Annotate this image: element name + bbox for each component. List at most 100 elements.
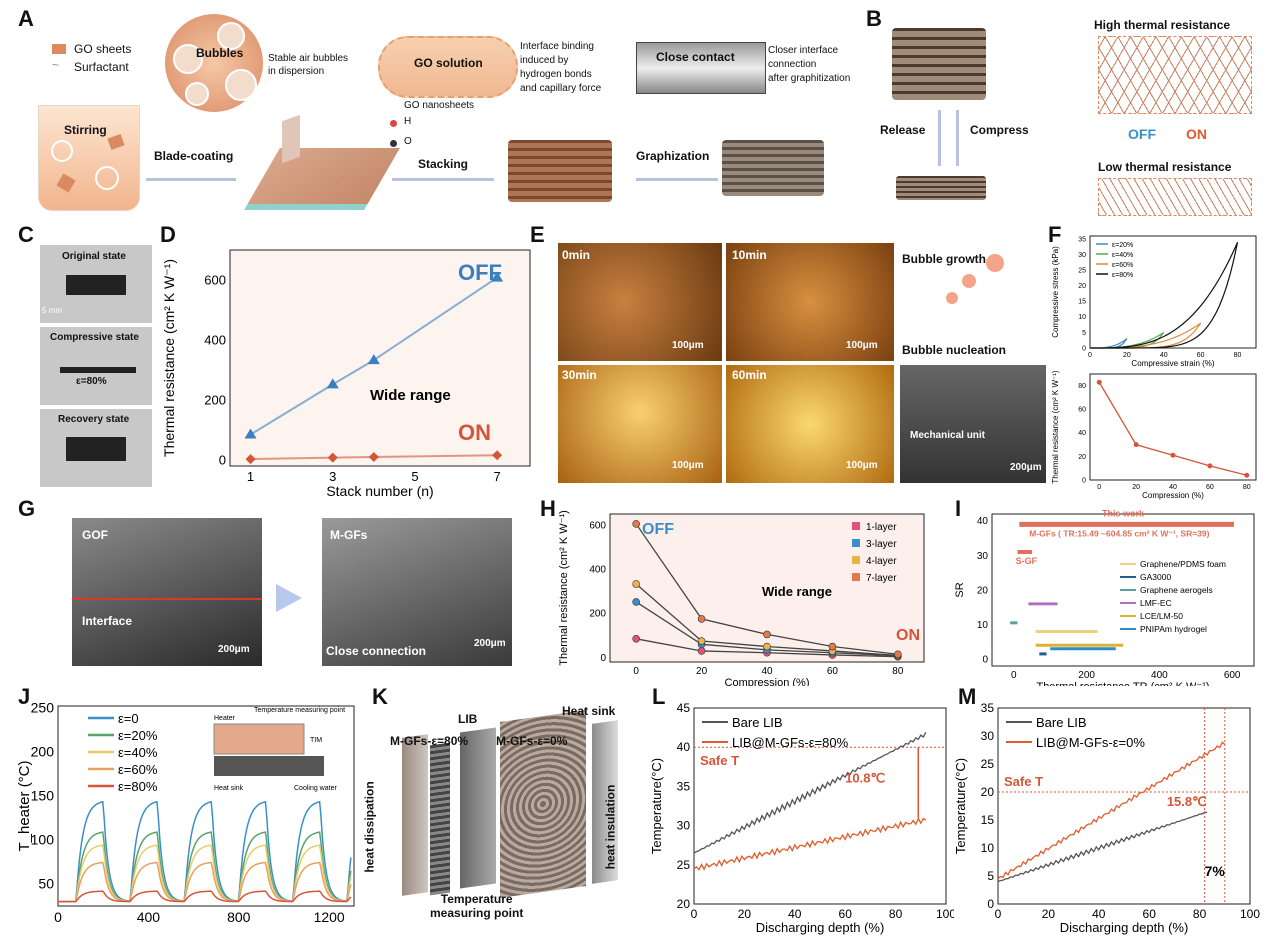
y-tick-label: 80 [1078, 383, 1086, 390]
data-point-7-layer [697, 615, 706, 623]
x-tick-label: 40 [1092, 907, 1106, 921]
y-tick-label: 0 [600, 653, 606, 664]
inset-heater-label: Heater [214, 715, 236, 722]
coated-lib-curve [997, 741, 1226, 880]
x-tick-label: 40 [788, 907, 802, 921]
scale-mgfs: 200μm [474, 638, 506, 649]
panel-letter-a: A [18, 6, 34, 31]
coated-lib-curve [693, 817, 927, 871]
plot-frame [1089, 235, 1257, 349]
low-resistance-network [1098, 178, 1252, 216]
x-axis-label: Compressive strain (%) [1131, 359, 1214, 368]
coated-film [244, 148, 400, 210]
closer-interface-text: Closer interface connection after graphi… [768, 45, 851, 84]
resistance-line [1098, 381, 1247, 476]
data-point-off [367, 354, 380, 365]
inset-temp-point-label: Temperature measuring point [254, 707, 345, 714]
y-tick-label: 25 [1078, 268, 1086, 275]
legend-go-sheets: GO sheets [74, 42, 132, 56]
mgfs-label: M-GFs [330, 528, 368, 542]
data-point-4-layer [697, 637, 706, 645]
scale-60min: 100μm [846, 460, 878, 471]
x-tick-label: 0 [1088, 352, 1092, 359]
percent-label: 7% [1205, 863, 1226, 879]
legend-entry: Bare LIB [732, 715, 783, 730]
original-state-label: Original state [62, 251, 126, 262]
time-10min: 10min [732, 248, 767, 262]
x-tick-label: 0 [54, 909, 62, 925]
panel-letter-c: C [18, 222, 34, 247]
off-annotation: OFF [642, 521, 674, 538]
o-label: O [404, 136, 412, 147]
y-tick-label: 30 [981, 729, 995, 743]
panel-letter-e: E [530, 222, 545, 247]
on-label: ON [1186, 126, 1207, 142]
legend-entry: LIB@M-GFs-ε=0% [1036, 735, 1145, 750]
series-label-off: OFF [458, 260, 502, 285]
chart-j: 0 400 800 1200 50 100 150 200 250 T_heater (°C) ε=… [16, 699, 355, 925]
x-tick-label: 400 [1151, 670, 1168, 681]
y-tick-label: 0 [1082, 345, 1086, 352]
x-axis-label: Discharging depth (%) [756, 920, 885, 935]
x-tick-label: 0 [995, 907, 1002, 921]
x-tick-label: 100 [1240, 907, 1260, 921]
scale-30min: 100μm [672, 460, 704, 471]
series-line-off [250, 276, 498, 436]
y-tick-label: 25 [677, 858, 691, 872]
x-tick-label: 80 [889, 907, 903, 921]
legend-entry: 1-layer [866, 522, 897, 533]
released-foam [892, 28, 986, 100]
panel-letter-f: F [1048, 222, 1062, 247]
photo-original [40, 245, 152, 323]
h-dot [390, 120, 397, 127]
plot-frame [991, 513, 1255, 667]
y-tick-label: 400 [589, 565, 606, 576]
legend-entry: Graphene/PDMS foam [1140, 559, 1226, 569]
compressed-foam [896, 176, 986, 200]
plot-frame [997, 707, 1251, 905]
sem-mechanical-unit [900, 365, 1046, 483]
y-axis-label: Thermal resistance (cm² K W⁻¹) [1051, 370, 1060, 483]
plot-frame [693, 707, 947, 905]
arrow-compress [956, 110, 959, 166]
arrow-g [276, 584, 302, 612]
y-tick-label: 30 [1078, 252, 1086, 259]
x-tick-label: 3 [329, 469, 336, 484]
go-nanosheets-label: GO nanosheets [404, 100, 475, 111]
stirring-label: Stirring [64, 123, 107, 137]
bubble-growth-label: Bubble growth [902, 252, 986, 266]
x-tick-label: 20 [1123, 352, 1131, 359]
x-axis-label: Discharging depth (%) [1060, 920, 1189, 935]
time-30min: 30min [562, 368, 597, 382]
panel-letter-k: K [372, 684, 388, 709]
micrograph-30min [558, 365, 722, 483]
x-tick-label: 80 [1243, 484, 1251, 491]
legend-swatch [852, 556, 860, 564]
x-tick-label: 400 [137, 909, 161, 925]
y-tick-label: 45 [677, 701, 691, 715]
x-tick-label: 200 [1078, 670, 1095, 681]
x-tick-label: 60 [1197, 352, 1205, 359]
photo-compressed [40, 327, 152, 405]
data-point-1-layer [632, 635, 640, 643]
arrow-release [938, 110, 941, 166]
scale-gof: 200μm [218, 644, 250, 655]
heating-cycle-curve-4 [58, 890, 352, 903]
y-tick-label: 20 [977, 585, 989, 596]
high-resistance-label: High thermal resistance [1094, 18, 1231, 32]
legend-entry: ε=80% [118, 779, 158, 794]
data-point-3-layer [632, 598, 640, 606]
x-tick-label: 20 [738, 907, 752, 921]
series-line-on [250, 454, 498, 461]
temp-point-label: Temperature measuring point [430, 892, 524, 920]
mgfs80-label: M-GFs-ε=80% [390, 734, 469, 748]
stress-strain-curve-3 [1090, 322, 1202, 349]
x-tick-label: 1200 [314, 909, 345, 925]
data-point-on [245, 454, 256, 465]
data-point-off [326, 378, 339, 389]
x-axis-label: Thermal resistance TR (cm² K W⁻¹) [1036, 681, 1209, 686]
resistance-point [1133, 442, 1139, 448]
x-tick-label: 80 [1193, 907, 1207, 921]
inset-heat-sink [214, 756, 324, 776]
compress-label: Compress [970, 123, 1029, 137]
